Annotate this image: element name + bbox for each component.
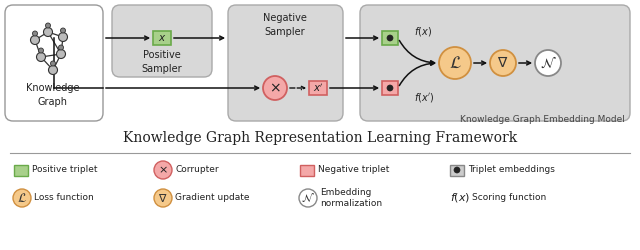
- Text: Knowledge Graph Embedding Model: Knowledge Graph Embedding Model: [460, 116, 625, 124]
- Circle shape: [61, 28, 65, 33]
- Circle shape: [263, 76, 287, 100]
- Text: $x'$: $x'$: [312, 82, 323, 94]
- Text: $\nabla$: $\nabla$: [497, 56, 509, 70]
- Text: $\mathcal{N}$: $\mathcal{N}$: [301, 192, 315, 204]
- Circle shape: [387, 35, 393, 41]
- Circle shape: [387, 85, 393, 91]
- FancyBboxPatch shape: [5, 5, 103, 121]
- Circle shape: [56, 50, 65, 58]
- FancyBboxPatch shape: [112, 5, 212, 77]
- Text: Embedding
normalization: Embedding normalization: [320, 188, 382, 208]
- Circle shape: [51, 61, 56, 66]
- Circle shape: [36, 52, 45, 62]
- Text: $x$: $x$: [157, 33, 166, 43]
- Bar: [309, 81, 327, 95]
- Text: Knowledge
Graph: Knowledge Graph: [26, 83, 80, 107]
- Text: $f(x')$: $f(x')$: [414, 92, 435, 104]
- Text: Triplet embeddings: Triplet embeddings: [468, 166, 555, 174]
- Text: Negative
Sampler: Negative Sampler: [263, 13, 307, 37]
- Text: $\mathcal{L}$: $\mathcal{L}$: [449, 54, 461, 72]
- Text: Negative triplet: Negative triplet: [318, 166, 389, 174]
- Text: $f(x)$: $f(x)$: [450, 192, 470, 204]
- Circle shape: [49, 66, 58, 74]
- Bar: [14, 164, 28, 175]
- Bar: [382, 31, 398, 45]
- FancyBboxPatch shape: [228, 5, 343, 121]
- Circle shape: [44, 28, 52, 36]
- Text: $\mathcal{N}$: $\mathcal{N}$: [540, 55, 556, 71]
- Circle shape: [154, 161, 172, 179]
- FancyBboxPatch shape: [360, 5, 630, 121]
- Circle shape: [45, 23, 51, 28]
- Bar: [450, 164, 464, 175]
- Circle shape: [38, 48, 44, 53]
- Circle shape: [299, 189, 317, 207]
- Text: Positive
Sampler: Positive Sampler: [141, 50, 182, 74]
- Text: $\nabla$: $\nabla$: [158, 192, 168, 204]
- Text: $\times$: $\times$: [269, 81, 281, 95]
- Bar: [300, 164, 314, 175]
- Text: $\mathcal{L}$: $\mathcal{L}$: [17, 192, 27, 204]
- Circle shape: [535, 50, 561, 76]
- Bar: [382, 81, 398, 95]
- Circle shape: [454, 167, 460, 173]
- Text: $\times$: $\times$: [158, 165, 168, 175]
- Circle shape: [58, 45, 63, 50]
- Circle shape: [31, 36, 40, 44]
- Circle shape: [13, 189, 31, 207]
- Circle shape: [154, 189, 172, 207]
- Bar: [153, 31, 171, 45]
- Circle shape: [58, 32, 67, 42]
- Text: Knowledge Graph Representation Learning Framework: Knowledge Graph Representation Learning …: [123, 131, 517, 145]
- Circle shape: [490, 50, 516, 76]
- Text: $f(x)$: $f(x)$: [414, 26, 432, 38]
- Text: Corrupter: Corrupter: [175, 166, 219, 174]
- Text: Positive triplet: Positive triplet: [32, 166, 97, 174]
- Circle shape: [33, 31, 38, 36]
- Text: Gradient update: Gradient update: [175, 194, 250, 202]
- Text: Loss function: Loss function: [34, 194, 93, 202]
- Circle shape: [439, 47, 471, 79]
- Text: Scoring function: Scoring function: [472, 194, 547, 202]
